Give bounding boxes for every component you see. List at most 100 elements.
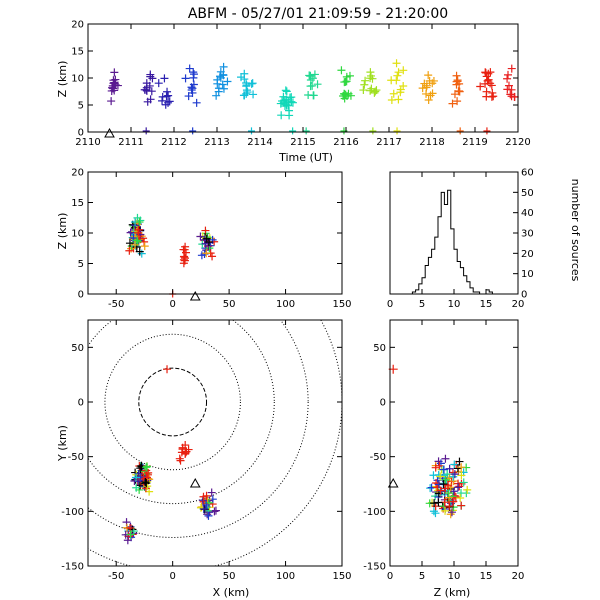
time-height-point <box>389 89 398 98</box>
x-height-points <box>125 213 219 301</box>
time-height-point <box>284 101 293 110</box>
time-height-point <box>213 79 222 88</box>
time-height-point <box>372 86 381 95</box>
time-height-point <box>242 81 251 90</box>
height-y-point <box>444 481 453 490</box>
plan-view-xtick-label: 100 <box>276 571 295 582</box>
plan-view-point <box>211 506 220 515</box>
plan-view-point <box>163 365 172 374</box>
time-height-point <box>456 127 464 135</box>
time-height-point <box>287 93 296 102</box>
time-height-point <box>341 77 350 86</box>
plan-view-xlabel: X (km) <box>213 586 250 599</box>
time-height-xtick-label: 2112 <box>161 137 186 148</box>
time-height-point <box>282 87 291 96</box>
time-height-point <box>507 92 516 101</box>
plan-view-point <box>203 510 212 519</box>
height-y-point <box>447 508 456 517</box>
height-y-point <box>450 470 459 479</box>
x-height-point <box>200 250 209 259</box>
height-y-xtick-label: 20 <box>512 571 525 582</box>
time-height-point <box>247 79 256 88</box>
time-height-xtick-label: 2120 <box>505 137 530 148</box>
height-y-point <box>430 499 439 508</box>
time-height-point <box>107 97 116 106</box>
histogram-ytick-label: 60 <box>521 168 534 179</box>
x-height-ytick-label: 15 <box>71 198 84 209</box>
height-y-point <box>429 507 438 516</box>
histogram-ytick-label: 40 <box>521 208 534 219</box>
time-height-point <box>162 92 171 101</box>
time-height-point <box>289 127 297 135</box>
time-height-point <box>359 86 368 95</box>
plan-view-ytick-label: 0 <box>78 398 84 409</box>
height-y-point <box>449 497 458 506</box>
x-height-ytick-label: 5 <box>78 259 84 270</box>
time-height-xtick-label: 2117 <box>376 137 401 148</box>
histogram-xtick-label: 5 <box>419 299 425 310</box>
height-y-point <box>431 509 440 518</box>
time-height-point <box>223 77 232 86</box>
time-height-point <box>392 76 401 85</box>
height-y-point <box>436 472 445 481</box>
time-height-point <box>216 73 225 82</box>
height-y-xlabel: Z (km) <box>434 586 471 599</box>
time-height-point <box>453 76 462 85</box>
height-y-point <box>445 502 454 511</box>
x-height-panel: -50 0 50 100 150 0 5 10 15 20 Z (km) <box>56 168 352 311</box>
x-height-xtick-label: 150 <box>332 299 351 310</box>
height-y-xtick-label: 10 <box>448 571 461 582</box>
time-height-point <box>247 127 255 135</box>
time-height-point <box>143 97 152 106</box>
x-height-point <box>182 248 191 257</box>
time-height-point <box>109 79 118 88</box>
time-height-xtick-label: 2115 <box>290 137 315 148</box>
time-height-point <box>452 80 461 89</box>
range-ring <box>104 333 241 471</box>
plan-view-point <box>198 496 207 505</box>
plan-view-ytick-label: -100 <box>61 507 84 518</box>
range-ring <box>138 367 208 437</box>
height-y-panel: 0 5 10 15 20 -150 -100 -50 0 50 Z (km) <box>363 319 525 599</box>
x-height-point <box>134 228 143 237</box>
time-height-point <box>342 72 351 81</box>
height-y-point <box>436 486 445 495</box>
time-height-ytick-label: 15 <box>71 47 84 58</box>
time-height-point <box>277 111 286 120</box>
time-height-point <box>393 127 401 135</box>
x-height-frame <box>87 171 343 295</box>
time-height-point <box>160 74 169 83</box>
time-height-point <box>165 97 174 106</box>
plan-view-point <box>140 467 149 476</box>
time-height-point <box>393 71 402 80</box>
plan-view-frame <box>87 319 343 567</box>
x-height-point <box>137 249 146 258</box>
time-height-point <box>367 84 376 93</box>
histogram-xtick-label: 15 <box>480 299 493 310</box>
height-y-ytick-label: -150 <box>363 562 386 573</box>
time-height-xtick-label: 2113 <box>204 137 229 148</box>
time-height-point <box>310 70 319 79</box>
time-height-point <box>424 95 433 104</box>
time-height-point <box>504 81 513 90</box>
time-height-point <box>455 87 464 96</box>
histogram-xtick-label: 10 <box>448 299 461 310</box>
time-height-point <box>394 68 403 77</box>
height-y-point <box>453 483 462 492</box>
time-height-point <box>507 64 516 73</box>
x-height-point <box>196 232 205 241</box>
station-marker <box>189 477 201 488</box>
time-height-point <box>425 76 434 85</box>
time-height-point <box>476 82 485 91</box>
time-height-point <box>506 90 515 99</box>
height-y-point <box>435 461 444 470</box>
time-height-point <box>309 91 318 100</box>
plan-view-point <box>207 488 216 497</box>
x-height-point <box>131 240 140 249</box>
plan-view-point <box>204 511 213 520</box>
height-y-point <box>446 510 455 519</box>
time-height-point <box>306 76 315 85</box>
height-y-xtick-label: 0 <box>387 571 393 582</box>
